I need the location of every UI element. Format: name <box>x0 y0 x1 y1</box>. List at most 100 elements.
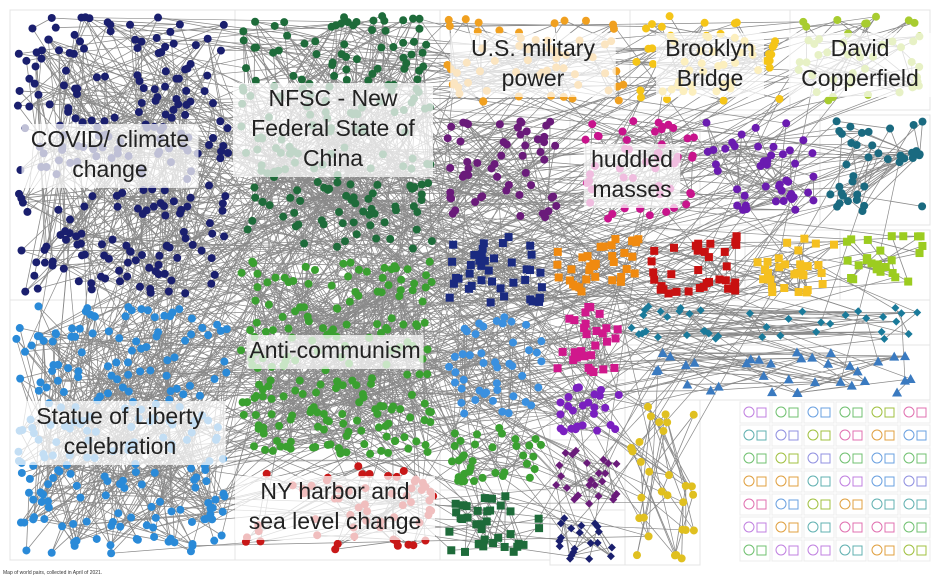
node <box>137 305 146 314</box>
edge <box>392 276 622 407</box>
node <box>788 499 799 510</box>
node <box>447 194 456 203</box>
node <box>170 353 179 362</box>
node <box>713 381 724 391</box>
node <box>767 387 778 397</box>
edge <box>33 518 137 540</box>
node <box>641 327 650 336</box>
node <box>471 440 480 449</box>
edge <box>108 258 884 318</box>
node <box>537 357 546 366</box>
edge <box>208 401 360 421</box>
node <box>691 241 700 250</box>
edge <box>263 285 735 428</box>
node <box>864 127 873 136</box>
node <box>118 383 127 392</box>
node <box>860 182 869 191</box>
node <box>279 212 288 221</box>
group-box <box>819 114 931 226</box>
node <box>775 544 787 556</box>
node <box>164 287 173 296</box>
edge <box>877 235 921 265</box>
node <box>45 100 54 109</box>
node <box>628 252 637 261</box>
cluster-label: power <box>502 65 565 91</box>
node <box>279 392 288 401</box>
node <box>656 307 665 316</box>
node <box>857 128 866 137</box>
node <box>525 346 534 355</box>
node <box>560 16 569 25</box>
node <box>327 281 336 290</box>
node <box>496 284 505 293</box>
edge <box>816 316 884 333</box>
node <box>222 368 231 377</box>
node <box>854 261 863 270</box>
node <box>143 306 152 315</box>
edge <box>160 52 210 146</box>
node <box>283 31 292 40</box>
node <box>766 275 775 284</box>
node <box>449 279 458 288</box>
node <box>820 522 831 533</box>
node <box>187 314 196 323</box>
node <box>501 492 510 501</box>
node <box>345 297 354 306</box>
node <box>877 327 886 336</box>
cluster-label: Anti-communism <box>249 337 420 363</box>
edge <box>57 470 77 541</box>
node <box>775 498 787 510</box>
node <box>580 324 589 333</box>
node <box>135 282 144 291</box>
node <box>289 71 298 80</box>
node <box>512 442 521 451</box>
node <box>560 514 569 523</box>
edge <box>21 198 170 292</box>
node <box>480 494 489 503</box>
node <box>407 390 416 399</box>
node <box>602 337 611 346</box>
node <box>457 398 466 407</box>
node <box>593 538 602 547</box>
node <box>582 330 591 339</box>
edge <box>473 193 692 482</box>
node <box>258 197 267 206</box>
node <box>353 416 362 425</box>
edge <box>451 161 468 462</box>
node <box>187 464 196 473</box>
node <box>521 141 530 150</box>
node <box>339 419 348 428</box>
node <box>582 275 591 284</box>
edge <box>415 323 578 427</box>
node <box>915 249 924 258</box>
node <box>64 107 73 116</box>
node <box>373 320 382 329</box>
node <box>613 325 622 334</box>
node <box>477 261 486 270</box>
node <box>620 248 629 257</box>
node <box>280 273 289 282</box>
node <box>598 477 607 486</box>
node <box>355 398 364 407</box>
node <box>364 194 373 203</box>
node <box>577 347 586 356</box>
node <box>297 75 306 84</box>
node <box>852 522 863 533</box>
node <box>120 483 129 492</box>
edge <box>599 79 853 396</box>
node <box>219 489 228 498</box>
node <box>222 325 231 334</box>
edge <box>572 61 801 411</box>
node <box>427 237 436 246</box>
node <box>733 185 742 194</box>
node <box>460 409 469 418</box>
node <box>39 490 48 499</box>
node <box>187 517 196 526</box>
node <box>88 192 97 201</box>
node <box>112 358 121 367</box>
node <box>509 278 518 287</box>
node <box>644 532 653 541</box>
node <box>509 338 518 347</box>
node <box>825 348 836 358</box>
node <box>540 155 549 164</box>
